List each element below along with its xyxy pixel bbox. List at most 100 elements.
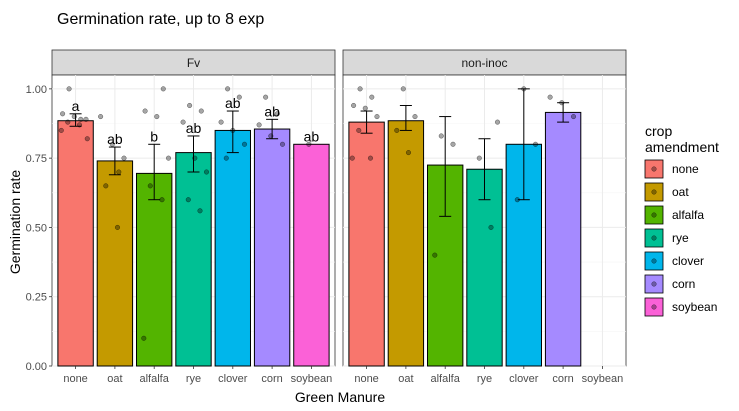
significance-label-corn: ab — [264, 103, 280, 119]
legend-label-corn: corn — [672, 277, 695, 291]
panel-strip — [51, 49, 336, 76]
bar-corn — [253, 128, 291, 367]
legend-label-alfalfa: alfalfa — [672, 208, 704, 222]
legend-title: amendment — [645, 139, 719, 155]
data-point-oat — [412, 114, 418, 120]
data-point-none — [351, 102, 357, 109]
legend-key-point — [651, 304, 657, 310]
data-point-oat — [400, 86, 406, 92]
x-tick-label-alfalfa: alfalfa — [431, 373, 461, 385]
panel-non-inoc: non-inoc none oat alfalfa rye clover corn soybe… — [342, 49, 627, 385]
x-tick-label-soybean: soybean — [582, 373, 624, 385]
legend-key-point — [651, 212, 657, 218]
y-axis-title: Germination rate — [7, 170, 23, 274]
data-point-none — [356, 127, 362, 133]
legend-label-oat: oat — [672, 185, 689, 199]
data-point-rye — [203, 169, 210, 175]
data-point-none — [362, 105, 368, 111]
data-point-corn — [547, 94, 553, 100]
legend-key-oat — [644, 182, 664, 202]
legend-key-point — [651, 166, 657, 172]
significance-label-oat: ab — [107, 131, 123, 147]
legend-title: crop — [645, 123, 672, 139]
data-point-rye — [488, 224, 494, 230]
data-point-clover — [521, 86, 527, 92]
bar-none — [57, 120, 94, 367]
x-tick-label-oat: oat — [107, 373, 122, 385]
data-point-corn — [274, 111, 280, 117]
panel-strip-label: Fv — [187, 56, 200, 70]
bar-oat — [387, 120, 425, 367]
bar-corn — [544, 111, 582, 367]
chart-title: Germination rate, up to 8 exp — [57, 11, 264, 28]
legend-label-clover: clover — [672, 254, 704, 268]
data-point-oat — [405, 150, 412, 156]
legend-key-point — [651, 235, 657, 241]
legend-key-point — [651, 189, 657, 195]
y-tick-label: 1.00 — [26, 84, 47, 96]
significance-label-alfalfa: b — [150, 128, 158, 144]
bar-none — [348, 121, 385, 367]
legend-key-none — [644, 159, 664, 179]
data-point-alfalfa — [159, 197, 165, 203]
x-tick-label-rye: rye — [186, 373, 201, 385]
x-tick-label-none: none — [63, 373, 87, 385]
data-point-rye — [494, 119, 501, 125]
data-point-rye — [197, 208, 203, 214]
data-point-none — [71, 114, 77, 120]
data-point-clover — [236, 94, 242, 100]
data-point-none — [58, 127, 64, 133]
data-point-alfalfa — [432, 252, 438, 258]
x-tick-label-corn: corn — [261, 373, 282, 385]
data-point-none — [369, 94, 375, 100]
x-tick-label-none: none — [354, 373, 378, 385]
legend-label-rye: rye — [672, 231, 689, 245]
bar-clover — [214, 129, 251, 367]
legend-key-clover — [644, 251, 664, 271]
significance-label-none: a — [72, 98, 80, 114]
y-tick-label: 0.50 — [26, 222, 47, 234]
data-point-alfalfa — [141, 335, 147, 341]
significance-label-soybean: ab — [304, 128, 320, 144]
x-tick-label-alfalfa: alfalfa — [140, 373, 170, 385]
data-point-none — [84, 136, 90, 142]
panel-Fv: Fv a ab b ab ab ab ab none oat alfalfa rye clover cor… — [26, 49, 336, 385]
significance-label-clover: ab — [225, 95, 241, 111]
data-point-corn — [570, 114, 577, 120]
data-point-corn — [559, 100, 565, 106]
data-point-none — [76, 122, 83, 128]
x-tick-label-soybean: soybean — [291, 373, 333, 385]
data-point-clover — [225, 86, 231, 92]
data-point-none — [78, 116, 84, 122]
panel-strip — [342, 49, 627, 76]
data-point-clover — [230, 127, 236, 133]
data-point-alfalfa — [154, 114, 160, 120]
data-point-oat — [121, 155, 127, 161]
data-point-rye — [187, 102, 193, 109]
significance-label-rye: ab — [186, 120, 202, 136]
x-tick-label-corn: corn — [552, 373, 573, 385]
y-tick-label: 0.25 — [26, 292, 47, 304]
data-point-alfalfa — [142, 108, 148, 114]
y-tick-label: 0.00 — [26, 361, 47, 373]
data-point-corn — [256, 122, 262, 128]
data-point-oat — [394, 127, 400, 133]
data-point-corn — [263, 94, 269, 100]
bar-oat — [96, 160, 134, 367]
data-point-oat — [103, 183, 109, 189]
data-point-clover — [223, 155, 229, 161]
legend-key-corn — [644, 274, 664, 294]
x-axis-title: Green Manure — [295, 389, 385, 405]
data-point-rye — [476, 155, 482, 161]
data-point-alfalfa — [450, 141, 456, 147]
bar-rye — [466, 168, 503, 367]
legend-label-none: none — [672, 162, 699, 176]
legend-key-alfalfa — [644, 205, 664, 225]
data-point-oat — [114, 224, 121, 230]
x-tick-label-clover: clover — [218, 373, 248, 385]
data-point-none — [65, 119, 71, 125]
data-point-none — [374, 114, 380, 120]
data-point-none — [357, 86, 363, 92]
data-point-alfalfa — [147, 183, 153, 189]
